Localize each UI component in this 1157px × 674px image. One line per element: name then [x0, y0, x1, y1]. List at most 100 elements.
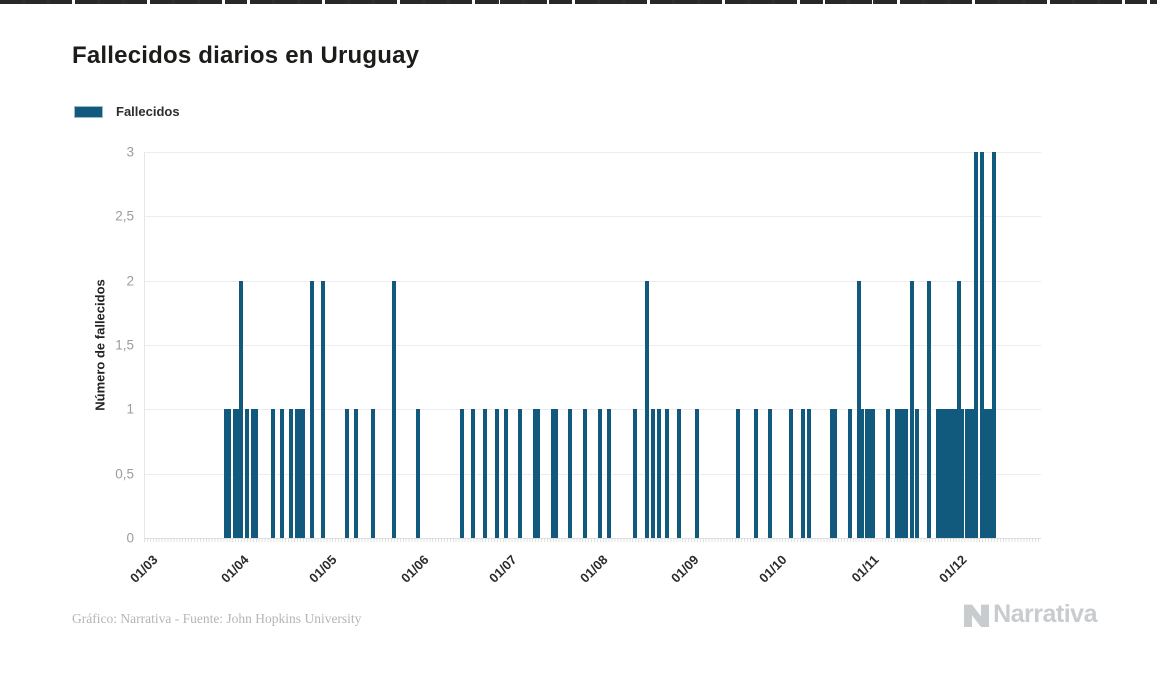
gridline: [144, 216, 1041, 218]
bar[interactable]: [897, 409, 902, 538]
bar[interactable]: [736, 409, 741, 538]
bar[interactable]: [950, 409, 955, 538]
bar[interactable]: [865, 409, 870, 538]
x-tick-label: 01/06: [397, 552, 432, 586]
bar[interactable]: [656, 409, 661, 538]
bar[interactable]: [894, 409, 899, 538]
bar[interactable]: [909, 280, 914, 538]
chart-title: Fallecidos diarios en Uruguay: [72, 42, 420, 69]
bar[interactable]: [518, 409, 523, 538]
bar[interactable]: [353, 409, 358, 538]
bar[interactable]: [856, 280, 861, 538]
bar[interactable]: [253, 409, 258, 538]
bar[interactable]: [250, 409, 255, 538]
bar[interactable]: [886, 409, 891, 538]
bar[interactable]: [224, 409, 229, 538]
bar[interactable]: [371, 409, 376, 538]
bar[interactable]: [677, 409, 682, 538]
bar[interactable]: [936, 409, 941, 538]
bar[interactable]: [800, 409, 805, 538]
legend-swatch: [74, 105, 103, 118]
bar[interactable]: [321, 280, 326, 538]
bar[interactable]: [900, 409, 905, 538]
bar[interactable]: [483, 409, 488, 538]
bar[interactable]: [915, 409, 920, 538]
bar[interactable]: [494, 409, 499, 538]
bar[interactable]: [965, 409, 970, 538]
bar[interactable]: [459, 409, 464, 538]
bar[interactable]: [233, 409, 238, 538]
bar[interactable]: [300, 409, 305, 538]
day-tick-marks: [144, 539, 1041, 542]
x-tick-label: 01/05: [306, 552, 340, 586]
bar[interactable]: [294, 409, 299, 538]
bar[interactable]: [833, 409, 838, 538]
bar[interactable]: [568, 409, 573, 538]
bar[interactable]: [344, 409, 349, 538]
bar[interactable]: [244, 409, 249, 538]
bar[interactable]: [768, 409, 773, 538]
gridline: [144, 152, 1041, 153]
x-tick-label: 01/12: [935, 552, 970, 586]
bar[interactable]: [536, 409, 541, 538]
bar[interactable]: [868, 409, 873, 538]
bar[interactable]: [980, 152, 985, 538]
bar[interactable]: [947, 409, 952, 538]
brand-name: Narrativa: [993, 600, 1097, 628]
bar[interactable]: [959, 409, 964, 538]
bar[interactable]: [991, 152, 996, 538]
bar[interactable]: [806, 409, 811, 538]
bar[interactable]: [415, 409, 420, 538]
bar[interactable]: [391, 280, 396, 538]
bar[interactable]: [550, 409, 555, 538]
bar[interactable]: [941, 409, 946, 538]
bar[interactable]: [297, 409, 302, 538]
bar[interactable]: [236, 409, 241, 538]
bar[interactable]: [633, 409, 638, 538]
bar[interactable]: [650, 409, 655, 538]
gridline: [144, 473, 1041, 475]
x-tick-label: 01/09: [668, 552, 702, 586]
bar[interactable]: [289, 409, 294, 538]
bar[interactable]: [974, 152, 979, 538]
x-tick-label: 01/11: [848, 552, 882, 586]
bar[interactable]: [989, 409, 993, 538]
bar[interactable]: [871, 409, 876, 538]
y-tick-label: 0: [126, 530, 134, 546]
bar[interactable]: [533, 409, 538, 538]
bar[interactable]: [968, 409, 973, 538]
bar[interactable]: [644, 280, 649, 538]
bar[interactable]: [956, 280, 961, 538]
bar[interactable]: [939, 409, 943, 538]
bar[interactable]: [471, 409, 476, 538]
bar[interactable]: [694, 409, 699, 538]
legend[interactable]: Fallecidos: [74, 104, 180, 119]
bar[interactable]: [271, 409, 276, 538]
y-tick-label: 2,5: [115, 208, 134, 224]
x-tick-label: 01/07: [485, 552, 520, 586]
bar[interactable]: [280, 409, 285, 538]
bar[interactable]: [227, 409, 232, 538]
bar[interactable]: [983, 409, 988, 538]
bar[interactable]: [583, 409, 588, 538]
bar[interactable]: [927, 280, 932, 538]
bar[interactable]: [953, 409, 958, 538]
bar[interactable]: [971, 409, 976, 538]
bar[interactable]: [309, 280, 314, 538]
bar[interactable]: [503, 409, 508, 538]
bar[interactable]: [830, 409, 835, 538]
bar[interactable]: [789, 409, 794, 538]
bar[interactable]: [553, 409, 558, 538]
bar[interactable]: [665, 409, 670, 538]
bar[interactable]: [859, 409, 864, 538]
y-tick-label: 1,5: [115, 337, 134, 353]
bar[interactable]: [239, 280, 244, 538]
bar[interactable]: [986, 409, 991, 538]
bar[interactable]: [606, 409, 611, 538]
bar[interactable]: [847, 409, 852, 538]
bar[interactable]: [597, 409, 602, 538]
bar[interactable]: [944, 409, 949, 538]
bar[interactable]: [753, 409, 758, 538]
y-tick-label: 3: [126, 144, 134, 160]
bar[interactable]: [903, 409, 908, 538]
